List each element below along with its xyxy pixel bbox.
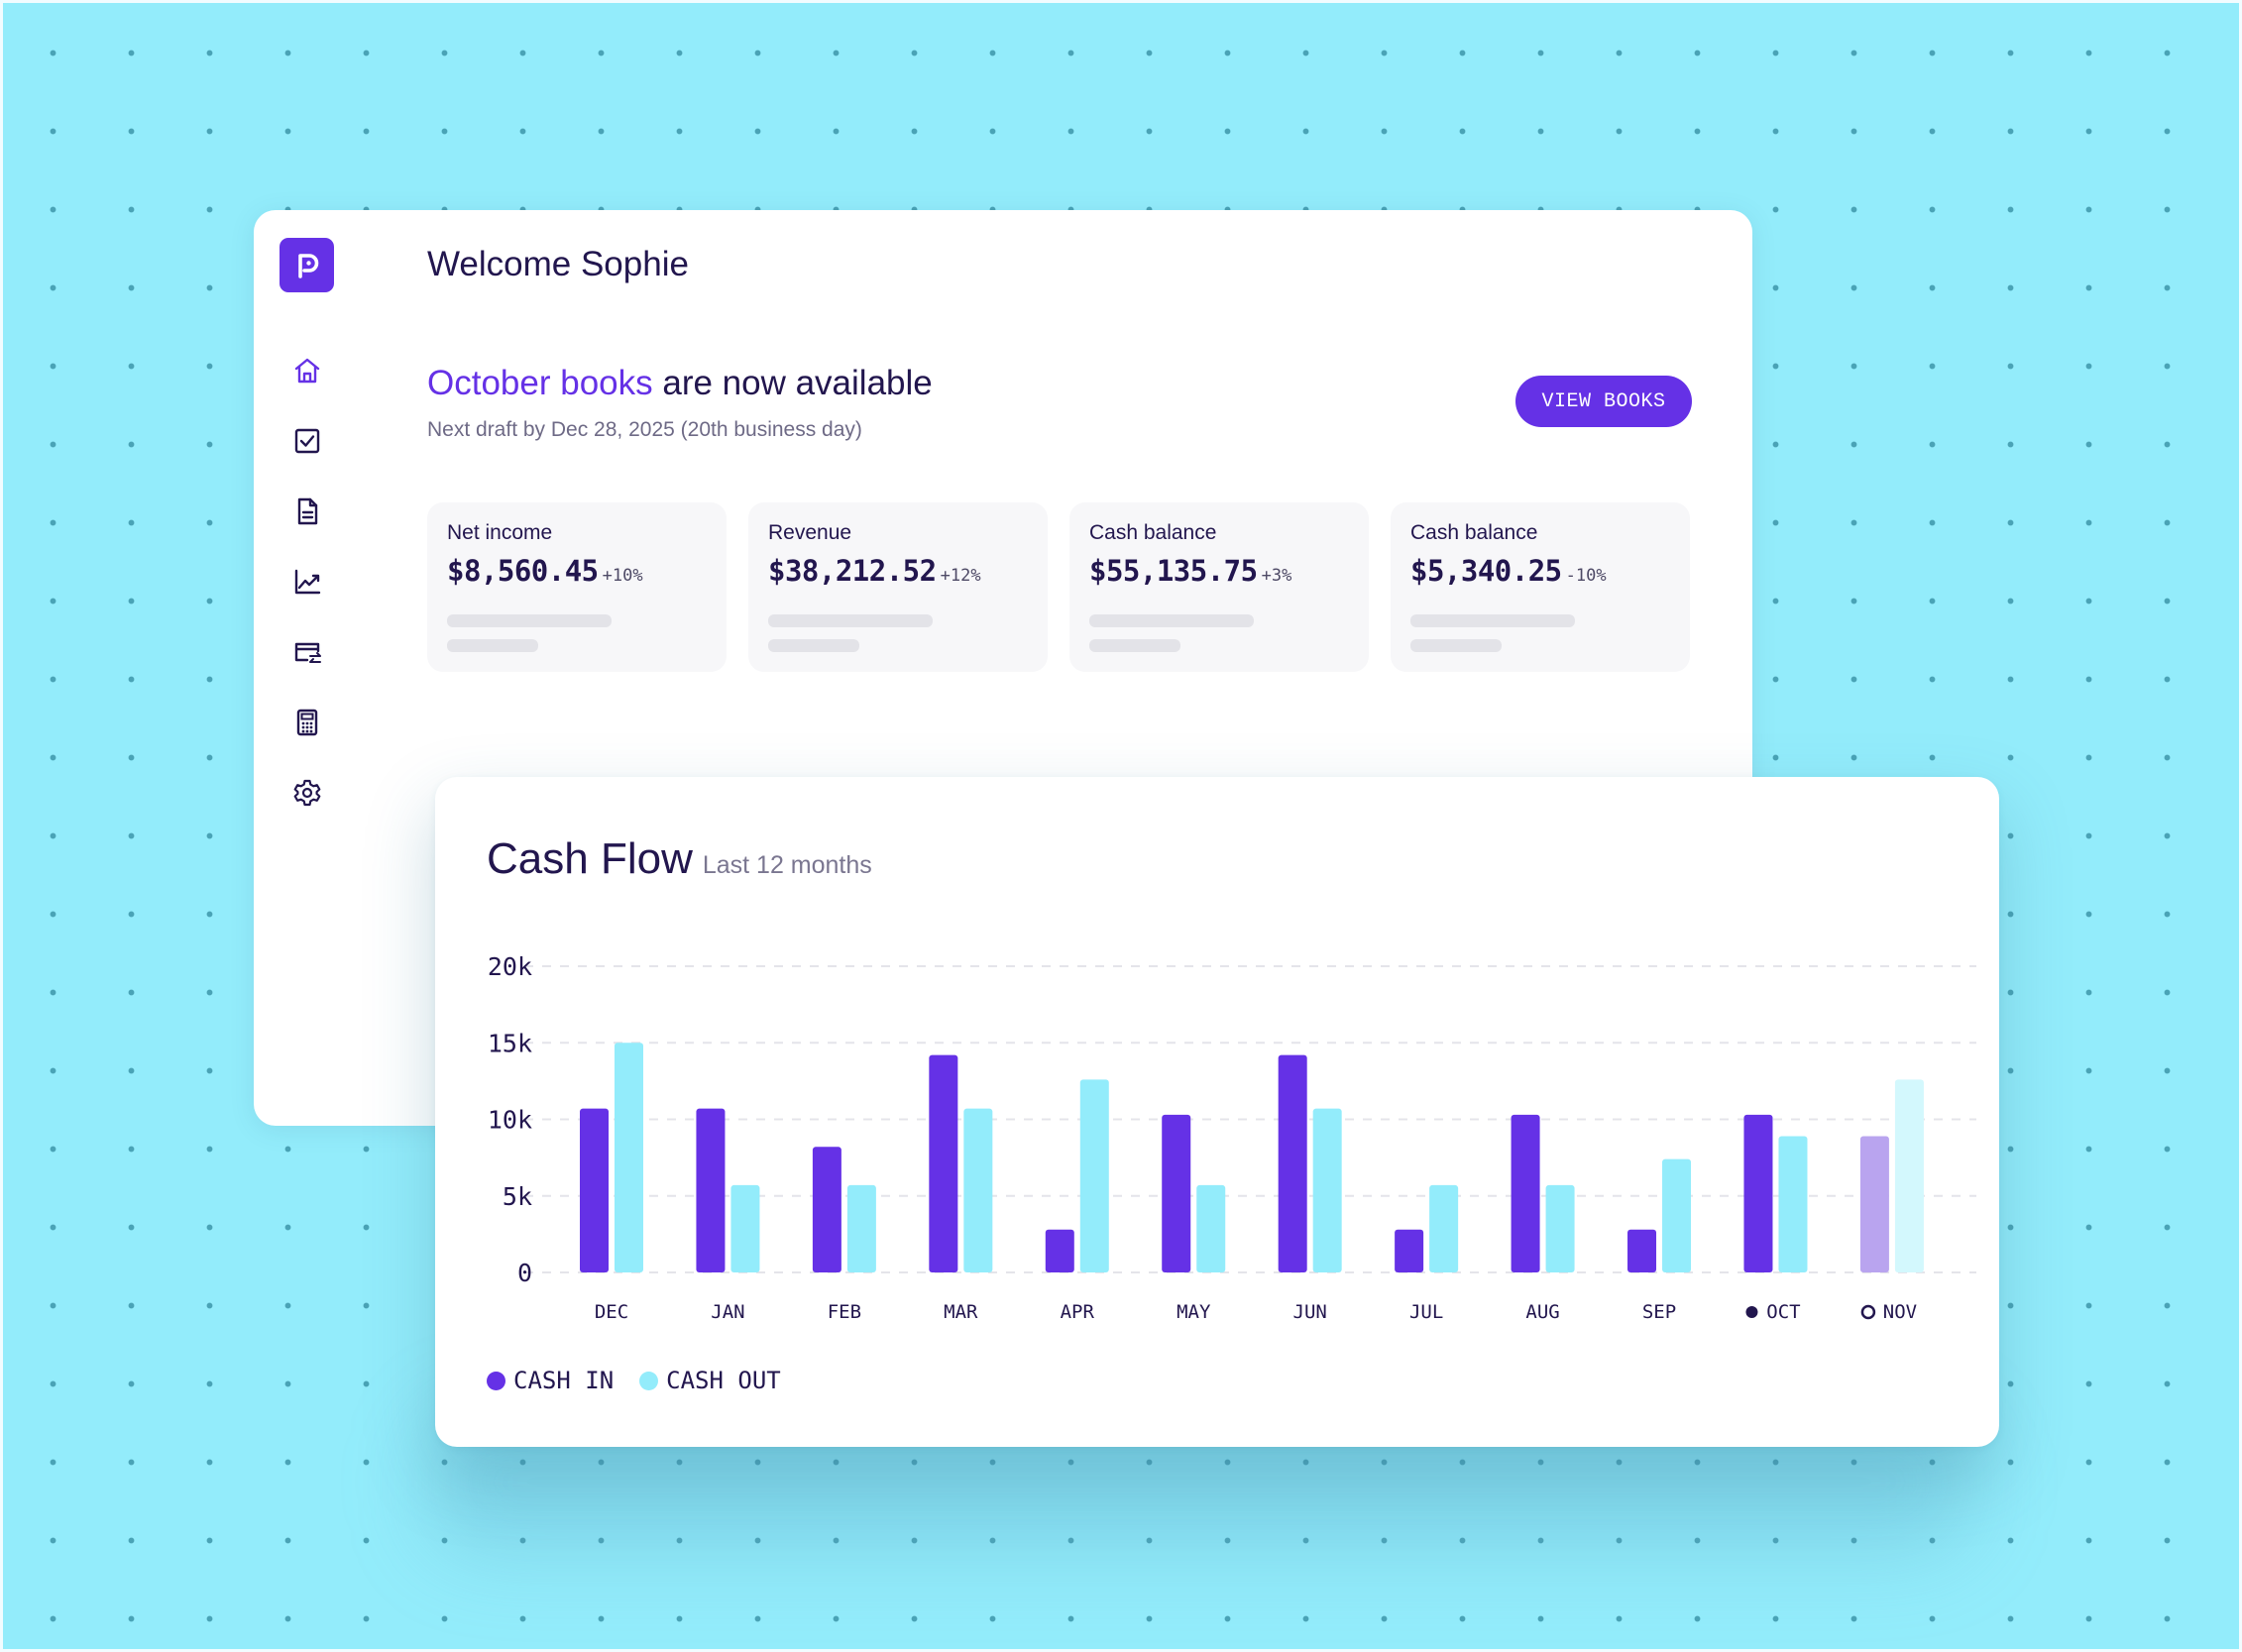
- stat-row: $38,212.52 +12%: [768, 554, 981, 588]
- skeleton-line: [447, 614, 612, 627]
- bar-cash-out-jun: [1312, 1108, 1342, 1272]
- legend-cash-in-dot: [487, 1371, 505, 1390]
- x-tick-label: NOV: [1883, 1301, 1917, 1323]
- stat-change: +3%: [1261, 566, 1292, 586]
- cash-flow-title: Cash Flow: [487, 834, 693, 883]
- skeleton-line: [447, 639, 538, 652]
- bar-cash-out-apr: [1079, 1079, 1109, 1272]
- stat-change: +10%: [602, 566, 643, 586]
- stat-value: $5,340.25: [1410, 554, 1562, 588]
- filled-dot-icon: [1745, 1306, 1758, 1318]
- view-books-button[interactable]: VIEW BOOKS: [1515, 376, 1692, 427]
- y-tick-label: 10k: [488, 1106, 532, 1135]
- bar-cash-in-aug: [1511, 1114, 1540, 1272]
- cash-flow-heading: Cash Flow Last 12 months: [487, 834, 872, 884]
- books-headline-rest: are now available: [652, 364, 933, 402]
- stat-label: Net income: [447, 521, 553, 544]
- stat-card-cash-balance-2[interactable]: Cash balance $5,340.25 -10%: [1391, 502, 1690, 672]
- stat-card-net-income[interactable]: Net income $8,560.45 +10%: [427, 502, 727, 672]
- bar-cash-in-nov: [1859, 1136, 1889, 1272]
- bar-cash-out-feb: [846, 1184, 876, 1272]
- x-tick-label: AUG: [1525, 1301, 1559, 1323]
- bar-cash-out-sep: [1662, 1158, 1692, 1272]
- stat-value: $55,135.75: [1089, 554, 1258, 588]
- stat-label: Cash balance: [1410, 521, 1538, 544]
- x-tick-label: OCT: [1766, 1301, 1800, 1323]
- cash-flow-subtitle: Last 12 months: [702, 851, 872, 879]
- stat-row: $5,340.25 -10%: [1410, 554, 1607, 588]
- bar-cash-in-jun: [1278, 1054, 1307, 1272]
- calculator-icon[interactable]: [291, 707, 323, 738]
- stat-label: Revenue: [768, 521, 852, 544]
- x-tick-label: FEB: [828, 1301, 861, 1323]
- next-draft-subline: Next draft by Dec 28, 2025 (20th busines…: [427, 418, 862, 441]
- stat-label: Cash balance: [1089, 521, 1217, 544]
- legend-cash-out-label: CASH OUT: [666, 1367, 781, 1394]
- y-tick-label: 0: [517, 1259, 532, 1287]
- legend-cash-in[interactable]: CASH IN: [487, 1367, 614, 1394]
- bar-cash-in-jan: [696, 1108, 726, 1272]
- skeleton-line: [768, 614, 933, 627]
- chart-legend: CASH IN CASH OUT: [487, 1367, 807, 1394]
- x-tick-label: MAY: [1177, 1301, 1211, 1323]
- cash-flow-card: Cash Flow Last 12 months 0 5k 10k 15k 20k DEC J…: [435, 777, 1999, 1447]
- y-tick-label: 15k: [488, 1029, 532, 1057]
- legend-cash-in-label: CASH IN: [513, 1367, 615, 1394]
- x-tick-label: JUN: [1293, 1301, 1327, 1323]
- bar-cash-out-jan: [730, 1184, 760, 1272]
- x-tick-label: MAR: [944, 1301, 978, 1323]
- welcome-title: Welcome Sophie: [427, 245, 689, 283]
- bar-cash-out-may: [1196, 1184, 1226, 1272]
- x-tick-label: JUL: [1409, 1301, 1443, 1323]
- chart-icon[interactable]: [291, 566, 323, 598]
- bar-cash-in-oct: [1743, 1114, 1773, 1272]
- skeleton-line: [1410, 639, 1502, 652]
- hollow-dot-icon: [1860, 1304, 1876, 1320]
- gear-icon[interactable]: [291, 777, 323, 809]
- x-tick-label: SEP: [1642, 1301, 1676, 1323]
- bar-cash-in-jul: [1395, 1229, 1424, 1272]
- bar-cash-in-sep: [1627, 1229, 1657, 1272]
- legend-cash-out-dot: [639, 1371, 659, 1390]
- x-tick-label: JAN: [711, 1301, 744, 1323]
- stat-row: $55,135.75 +3%: [1089, 554, 1291, 588]
- stat-card-revenue[interactable]: Revenue $38,212.52 +12%: [748, 502, 1048, 672]
- bar-cash-out-mar: [963, 1108, 993, 1272]
- stat-card-cash-balance[interactable]: Cash balance $55,135.75 +3%: [1069, 502, 1369, 672]
- document-icon[interactable]: [291, 496, 323, 527]
- books-headline-accent[interactable]: October books: [427, 364, 653, 402]
- bar-cash-in-may: [1162, 1114, 1191, 1272]
- y-tick-label: 20k: [488, 952, 532, 981]
- y-tick-label: 5k: [503, 1182, 532, 1211]
- p-logo-icon[interactable]: [280, 238, 334, 292]
- x-tick-label: DEC: [595, 1301, 628, 1323]
- bar-cash-out-nov: [1894, 1079, 1924, 1272]
- skeleton-line: [1089, 639, 1180, 652]
- legend-cash-out[interactable]: CASH OUT: [639, 1367, 781, 1394]
- bar-cash-out-dec: [615, 1043, 643, 1272]
- cash-flow-chart: 0 5k 10k 15k 20k DEC JAN FEB MAR APR MAY JUN JUL AUG S…: [488, 952, 1976, 1323]
- skeleton-line: [768, 639, 859, 652]
- bar-cash-out-jul: [1429, 1184, 1459, 1272]
- books-headline: October books are now available: [427, 364, 933, 403]
- bar-cash-in-dec: [580, 1108, 609, 1272]
- bar-cash-out-aug: [1545, 1184, 1575, 1272]
- stat-value: $8,560.45: [447, 554, 599, 588]
- stat-value: $38,212.52: [768, 554, 937, 588]
- x-tick-label: APR: [1061, 1301, 1095, 1323]
- bar-cash-in-apr: [1045, 1229, 1074, 1272]
- card-transfer-icon[interactable]: [291, 636, 323, 668]
- bar-cash-in-mar: [929, 1054, 958, 1272]
- skeleton-line: [1410, 614, 1575, 627]
- bar-cash-in-feb: [812, 1147, 841, 1272]
- skeleton-line: [1089, 614, 1254, 627]
- checkbox-icon[interactable]: [291, 425, 323, 457]
- stat-change: +12%: [940, 566, 981, 586]
- stat-change: -10%: [1565, 566, 1607, 586]
- bar-cash-out-oct: [1778, 1136, 1808, 1272]
- stat-row: $8,560.45 +10%: [447, 554, 643, 588]
- home-icon[interactable]: [291, 355, 323, 386]
